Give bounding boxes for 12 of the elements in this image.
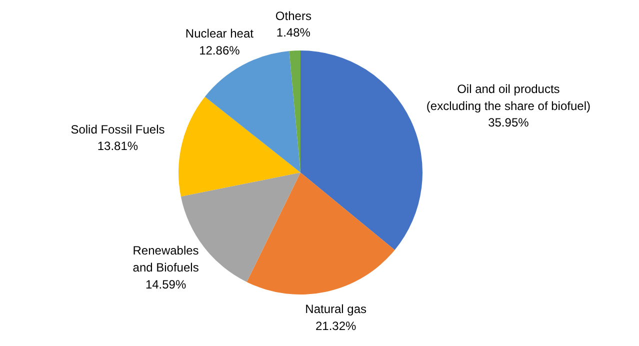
data-label: 21.32% bbox=[316, 319, 357, 334]
slice-label: Solid Fossil Fuels bbox=[70, 122, 165, 136]
slice-label: Natural gas bbox=[305, 302, 367, 316]
data-label: 1.48% bbox=[276, 26, 311, 40]
slice-label: Others bbox=[275, 8, 312, 23]
slice-label: Oil and oil products (excluding the share of biofuel) bbox=[426, 82, 591, 113]
data-label: 14.59% bbox=[145, 277, 186, 292]
data-label: 13.81% bbox=[97, 139, 138, 154]
data-label: 35.95% bbox=[488, 116, 530, 130]
slice-label: Renewables and Biofuels bbox=[132, 244, 199, 275]
slice-label: Nuclear heat bbox=[185, 26, 254, 41]
data-label: 12.86% bbox=[199, 43, 240, 58]
